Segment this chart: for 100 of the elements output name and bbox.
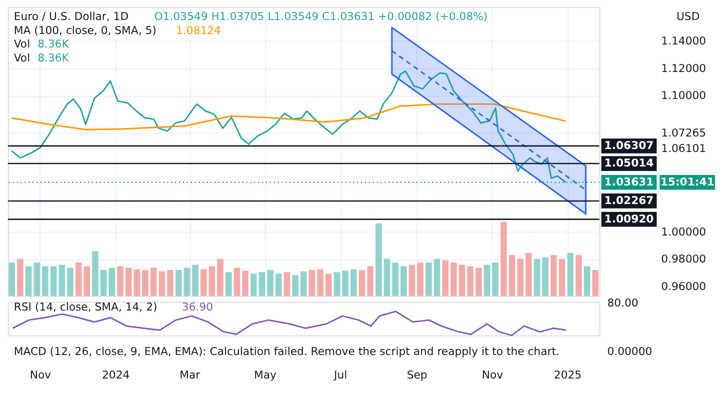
- annotation: 8.36K: [38, 38, 70, 51]
- ref-line-label: 1.05014: [604, 156, 654, 170]
- annotation: 36.90: [182, 300, 214, 314]
- bar: [275, 274, 282, 296]
- bar: [367, 266, 374, 296]
- bar: [284, 272, 290, 296]
- bar: [242, 270, 248, 296]
- bar: [117, 266, 124, 296]
- y-tick-label: 1.10000: [661, 89, 706, 102]
- y-tick-label: 1.12000: [661, 62, 706, 75]
- annotation: Euro / U.S. Dollar, 1D: [14, 10, 129, 23]
- bar: [300, 271, 307, 296]
- bar: [50, 266, 57, 296]
- x-tick-label: 2024: [102, 368, 130, 382]
- x-tick-label: May: [254, 368, 278, 382]
- bar: [400, 266, 407, 296]
- y-tick-label: 0.98000: [661, 252, 706, 266]
- bar: [150, 268, 157, 296]
- line-series: [10, 103, 567, 130]
- bar: [250, 274, 257, 296]
- text: MACD (12, 26, close, 9, EMA, EMA): Calculation failed. Remove the script and reapply it to the chart.: [14, 345, 560, 358]
- ref-line-label: 1.00920: [604, 212, 654, 226]
- bar: [84, 266, 90, 296]
- x-tick-label: 2025: [554, 368, 582, 382]
- ref-line-label: 1.03631: [604, 175, 654, 188]
- bar: [17, 258, 24, 296]
- bar: [567, 252, 574, 296]
- text: 80.00: [607, 296, 638, 310]
- y-tick-label: 1.06101: [661, 142, 706, 156]
- x-tick-label: Mar: [180, 368, 201, 382]
- annotation: Vol: [14, 51, 30, 64]
- text: 0.00000: [607, 345, 652, 358]
- bar: [467, 266, 474, 296]
- bar: [134, 269, 140, 296]
- bar: [234, 268, 240, 296]
- annotation: RSI (14, close, SMA, 14, 2): [14, 300, 158, 314]
- bar: [317, 269, 324, 296]
- x-tick-label: Nov: [482, 368, 504, 382]
- bar: [334, 272, 340, 296]
- bar: [25, 266, 32, 296]
- bar: [542, 257, 548, 296]
- bar: [508, 255, 516, 296]
- bar: [492, 262, 498, 296]
- bar: [358, 270, 366, 296]
- bar: [142, 270, 148, 296]
- bar: [92, 251, 98, 296]
- bar: [392, 262, 398, 296]
- y-tick-label: 0.96000: [661, 280, 706, 293]
- bar: [408, 264, 416, 296]
- bar: [208, 266, 216, 296]
- bar: [426, 262, 432, 296]
- bar: [484, 264, 490, 296]
- y-tick-label: 1.07265: [661, 126, 706, 140]
- text: USD: [676, 10, 700, 23]
- bar: [58, 264, 66, 296]
- bar: [326, 274, 332, 296]
- ref-line-label: 1.06307: [604, 138, 654, 152]
- bar: [592, 270, 599, 296]
- bar: [108, 268, 116, 296]
- bar: [558, 258, 566, 296]
- bar: [442, 260, 448, 296]
- bar: [342, 270, 348, 296]
- annotation: 8.36K: [38, 51, 70, 64]
- bar: [417, 262, 424, 296]
- bar: [550, 255, 557, 296]
- bar: [267, 270, 274, 296]
- annotation: O1.03549 H1.03705 L1.03549 C1.03631 +0.00082 (+0.08%): [154, 10, 488, 23]
- bar: [192, 264, 198, 296]
- bar: [476, 268, 482, 296]
- x-tick-label: Sep: [406, 368, 428, 382]
- bar: [376, 223, 382, 296]
- bar: [67, 268, 74, 296]
- bar: [34, 262, 40, 296]
- bar: [458, 264, 466, 296]
- text: 15:01:41: [660, 175, 714, 188]
- bar: [292, 275, 298, 296]
- bar: [184, 268, 190, 296]
- line-series: [10, 70, 567, 184]
- bar: [100, 270, 107, 296]
- bar: [125, 268, 132, 296]
- bar: [167, 270, 174, 296]
- bar: [534, 258, 540, 296]
- bar: [384, 258, 390, 296]
- bar: [200, 269, 207, 296]
- bar: [42, 266, 48, 296]
- annotation: Vol: [14, 38, 30, 51]
- bar: [225, 272, 232, 296]
- bar: [526, 252, 532, 296]
- bar: [517, 258, 524, 296]
- bar: [217, 258, 224, 296]
- ref-line-label: 1.02267: [604, 194, 654, 207]
- bar: [584, 266, 590, 296]
- bar: [350, 269, 357, 296]
- bar: [175, 270, 182, 296]
- bar: [308, 270, 316, 296]
- bar: [75, 262, 82, 296]
- bar: [8, 262, 15, 296]
- y-tick-label: 1.14000: [661, 34, 706, 48]
- x-tick-label: Nov: [30, 368, 52, 382]
- bar: [450, 262, 457, 296]
